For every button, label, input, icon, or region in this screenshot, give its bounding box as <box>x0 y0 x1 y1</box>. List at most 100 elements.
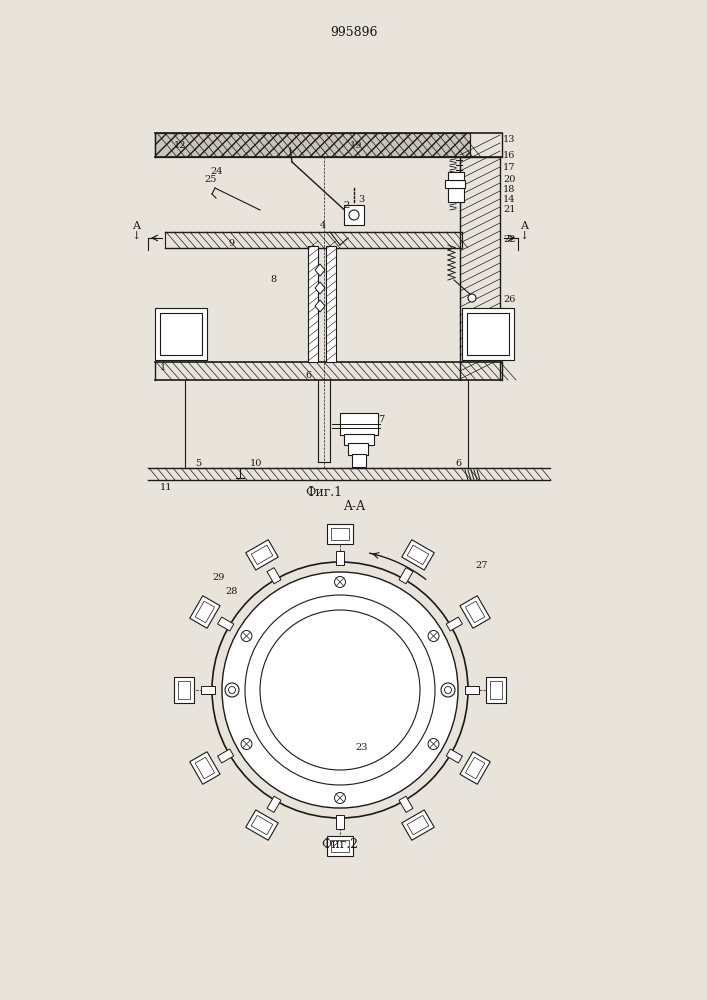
Bar <box>308 246 318 362</box>
Text: 12: 12 <box>174 140 187 149</box>
Text: 7: 7 <box>378 416 384 424</box>
Text: 26: 26 <box>503 296 515 304</box>
Bar <box>344 205 364 225</box>
Circle shape <box>212 562 468 818</box>
Circle shape <box>428 738 439 750</box>
Polygon shape <box>465 757 485 779</box>
Polygon shape <box>189 596 220 628</box>
Bar <box>160 313 202 355</box>
Polygon shape <box>246 810 279 840</box>
Bar <box>445 180 465 188</box>
Circle shape <box>245 595 435 785</box>
Polygon shape <box>174 677 194 703</box>
Polygon shape <box>195 601 215 623</box>
Circle shape <box>349 210 359 220</box>
Polygon shape <box>490 681 502 699</box>
Text: Фиг.1: Фиг.1 <box>305 487 343 499</box>
Text: 6: 6 <box>455 460 461 468</box>
Bar <box>462 308 514 360</box>
Text: 995896: 995896 <box>330 26 378 39</box>
Polygon shape <box>336 815 344 829</box>
Polygon shape <box>189 752 220 784</box>
Polygon shape <box>407 545 428 565</box>
Bar <box>155 308 207 360</box>
Polygon shape <box>407 815 428 835</box>
Polygon shape <box>327 524 353 544</box>
Circle shape <box>334 576 346 587</box>
Text: 27: 27 <box>475 560 488 570</box>
Text: 16: 16 <box>503 150 515 159</box>
Text: 13: 13 <box>503 135 515 144</box>
Polygon shape <box>465 686 479 694</box>
Text: 24: 24 <box>210 167 223 176</box>
Text: 29: 29 <box>212 574 224 582</box>
Text: A: A <box>520 221 528 231</box>
Polygon shape <box>251 815 273 835</box>
Polygon shape <box>327 836 353 856</box>
Polygon shape <box>331 840 349 852</box>
Text: 10: 10 <box>250 460 262 468</box>
Circle shape <box>222 572 458 808</box>
Circle shape <box>241 631 252 642</box>
Bar <box>448 188 464 202</box>
Text: 23: 23 <box>355 744 368 752</box>
Polygon shape <box>399 568 413 584</box>
Text: ↓: ↓ <box>520 232 529 242</box>
Bar <box>340 413 378 435</box>
Polygon shape <box>446 749 462 763</box>
Text: 14: 14 <box>503 196 515 205</box>
Text: A: A <box>132 221 140 231</box>
Polygon shape <box>315 282 325 294</box>
Text: 1: 1 <box>160 363 166 372</box>
Polygon shape <box>399 796 413 812</box>
Polygon shape <box>218 617 234 631</box>
Text: 3: 3 <box>358 196 364 205</box>
Text: 11: 11 <box>160 484 173 492</box>
Polygon shape <box>486 677 506 703</box>
Bar <box>448 172 464 180</box>
Polygon shape <box>201 686 215 694</box>
Polygon shape <box>446 617 462 631</box>
Circle shape <box>228 686 235 694</box>
Text: 9: 9 <box>228 239 234 248</box>
Polygon shape <box>267 568 281 584</box>
Text: ↓: ↓ <box>132 232 141 242</box>
Polygon shape <box>465 601 485 623</box>
Text: 21: 21 <box>503 206 515 215</box>
Text: 25: 25 <box>204 176 216 184</box>
Polygon shape <box>315 264 325 276</box>
Circle shape <box>445 686 452 694</box>
Polygon shape <box>218 749 234 763</box>
Bar <box>344 434 374 445</box>
Text: 20: 20 <box>503 176 515 184</box>
Circle shape <box>428 631 439 642</box>
Circle shape <box>334 792 346 804</box>
Text: 19: 19 <box>350 140 363 149</box>
Bar <box>155 133 470 157</box>
Polygon shape <box>246 540 279 570</box>
Polygon shape <box>178 681 190 699</box>
Polygon shape <box>336 551 344 565</box>
Bar <box>348 443 368 455</box>
Bar <box>155 133 470 157</box>
Circle shape <box>260 610 420 770</box>
Text: 22: 22 <box>503 235 515 244</box>
Text: A-A: A-A <box>343 500 365 514</box>
Text: 28: 28 <box>225 587 238 596</box>
Polygon shape <box>267 796 281 812</box>
Circle shape <box>225 683 239 697</box>
Polygon shape <box>195 757 215 779</box>
Bar <box>352 454 366 467</box>
Circle shape <box>441 683 455 697</box>
Text: 8: 8 <box>270 275 276 284</box>
Text: 4: 4 <box>320 221 326 230</box>
Text: 6: 6 <box>305 370 311 379</box>
Text: Фиг.2: Фиг.2 <box>322 838 358 852</box>
Bar <box>326 246 336 362</box>
Text: 5: 5 <box>195 460 201 468</box>
Circle shape <box>241 738 252 750</box>
Text: 18: 18 <box>503 186 515 194</box>
Polygon shape <box>251 545 273 565</box>
Text: 17: 17 <box>503 163 515 172</box>
Polygon shape <box>402 810 434 840</box>
